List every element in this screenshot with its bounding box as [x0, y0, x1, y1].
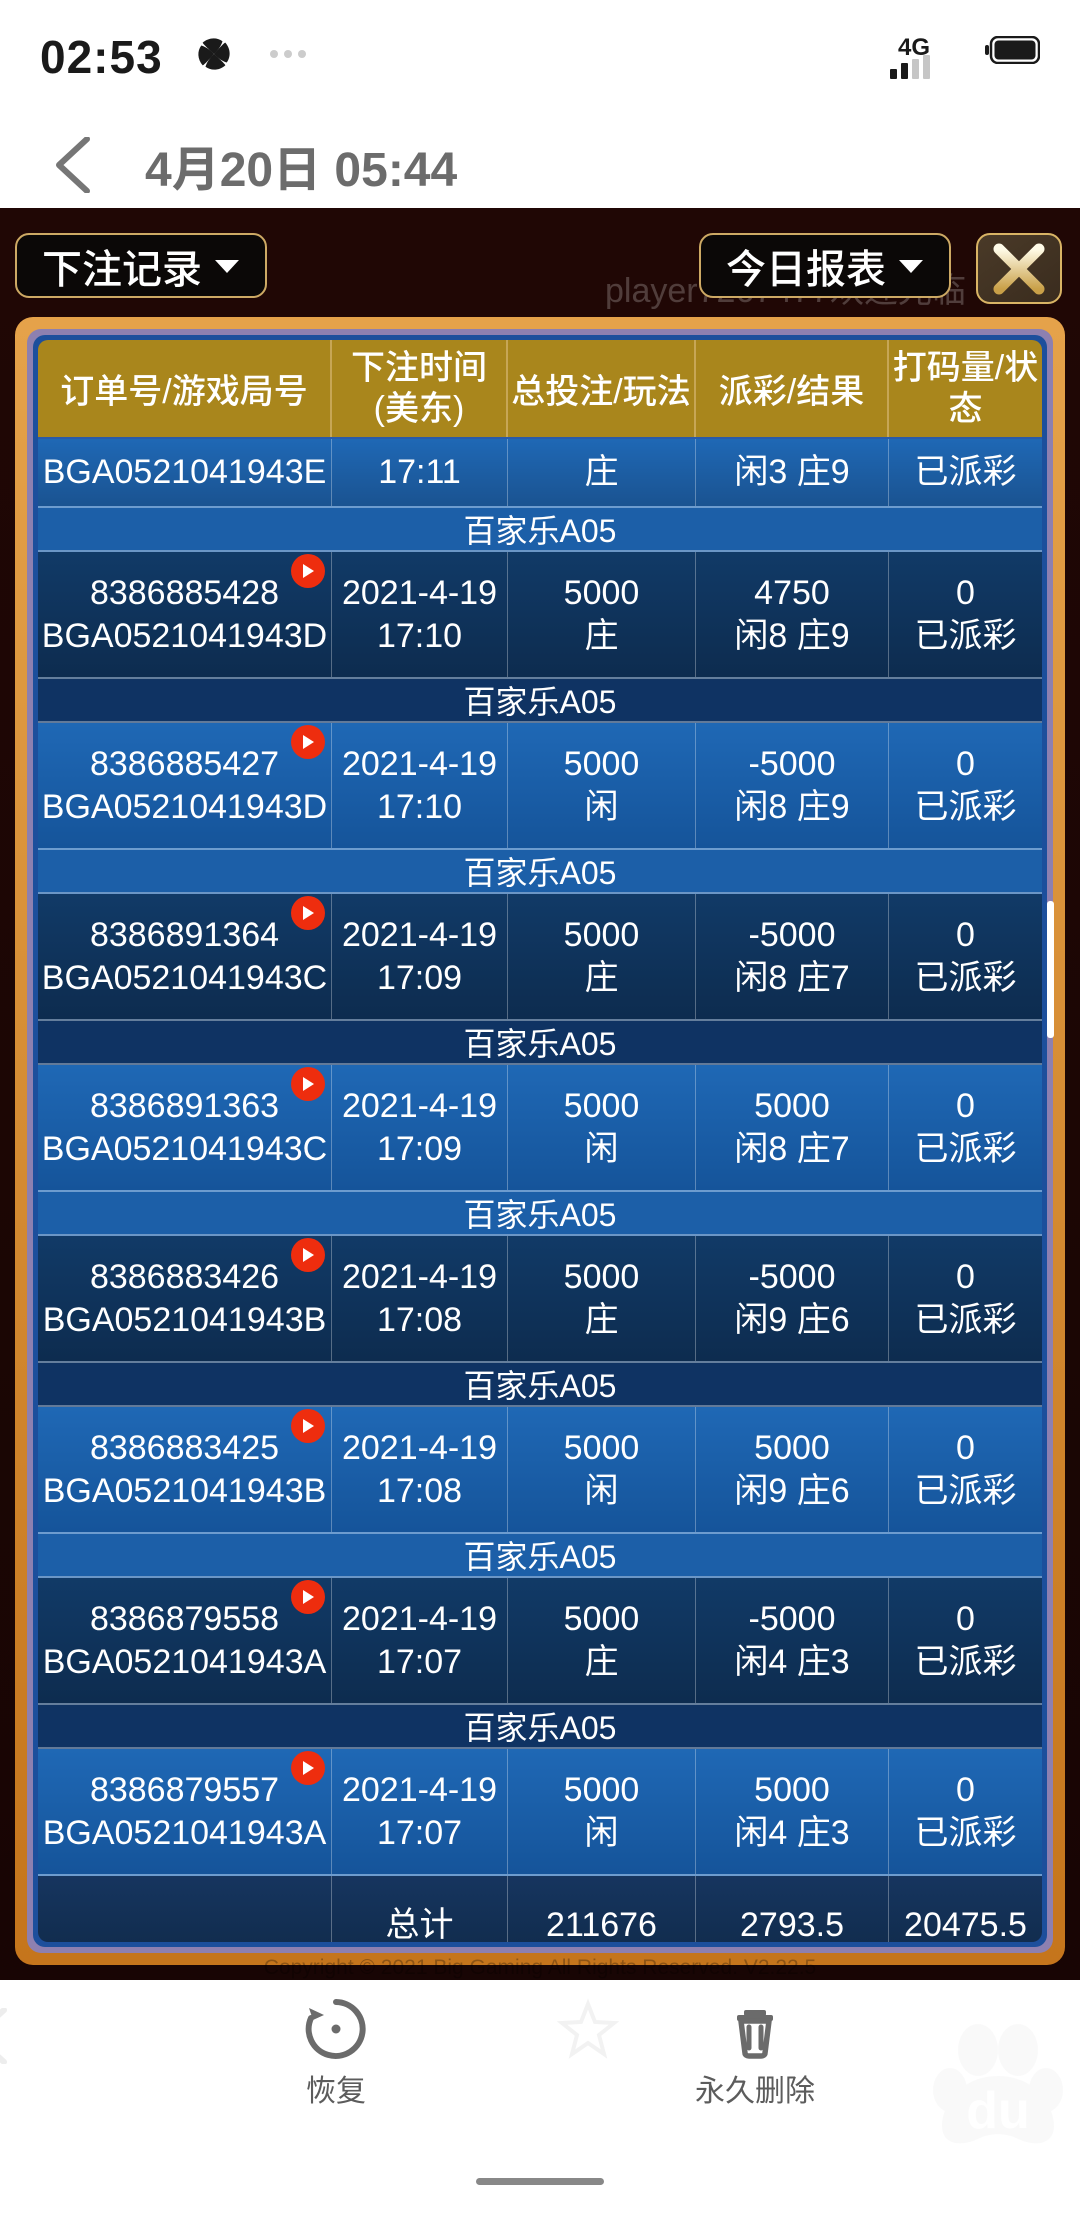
- svg-text:du: du: [966, 2082, 1030, 2140]
